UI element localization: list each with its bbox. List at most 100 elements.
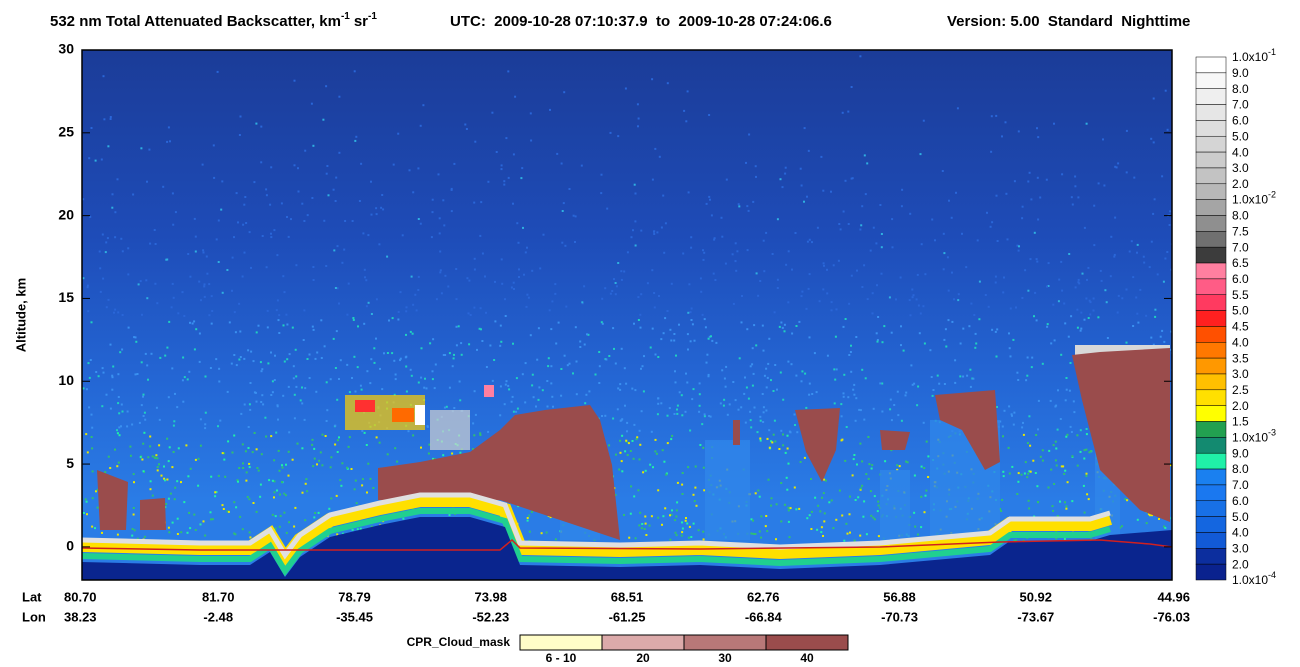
speckle xyxy=(703,415,706,418)
colorbar-cell xyxy=(1195,563,1227,581)
speckle xyxy=(293,393,296,396)
speckle xyxy=(194,529,197,531)
speckle xyxy=(226,269,229,271)
speckle xyxy=(990,150,993,153)
speckle xyxy=(653,292,656,294)
speckle xyxy=(1057,389,1059,392)
speckle xyxy=(111,193,114,196)
speckle xyxy=(897,414,900,417)
speckle xyxy=(765,515,768,517)
speckle xyxy=(166,478,169,481)
speckle xyxy=(909,212,912,215)
speckle xyxy=(116,465,119,468)
speckle xyxy=(411,507,414,510)
speckle xyxy=(244,450,247,453)
speckle xyxy=(640,293,643,296)
speckle xyxy=(195,328,198,331)
speckle xyxy=(701,313,704,316)
speckle xyxy=(634,192,637,195)
speckle xyxy=(855,336,858,338)
speckle xyxy=(172,223,175,226)
speckle xyxy=(1003,276,1005,279)
speckle xyxy=(670,339,673,342)
speckle xyxy=(166,140,169,143)
speckle xyxy=(141,458,144,461)
speckle xyxy=(1032,459,1035,462)
speckle xyxy=(103,118,106,121)
speckle xyxy=(771,253,774,255)
speckle xyxy=(693,500,696,503)
speckle xyxy=(670,282,673,285)
speckle xyxy=(351,528,354,531)
speckle xyxy=(504,298,506,301)
speckle xyxy=(944,328,947,331)
speckle xyxy=(217,474,220,477)
speckle xyxy=(465,128,468,130)
speckle xyxy=(551,300,554,303)
speckle xyxy=(265,188,268,191)
speckle xyxy=(1076,326,1079,329)
speckle xyxy=(572,214,575,217)
speckle xyxy=(787,520,790,523)
speckle xyxy=(140,361,143,364)
speckle xyxy=(199,523,202,526)
colorbar-label: 3.5 xyxy=(1232,351,1249,365)
speckle xyxy=(1003,409,1006,412)
speckle xyxy=(329,466,332,469)
speckle xyxy=(90,321,93,324)
speckle xyxy=(702,249,704,252)
speckle xyxy=(332,188,335,191)
speckle xyxy=(822,262,825,265)
speckle xyxy=(431,378,434,381)
speckle xyxy=(900,419,903,422)
speckle xyxy=(117,461,120,464)
speckle xyxy=(1128,250,1131,253)
lon-label: -35.45 xyxy=(336,609,373,624)
speckle xyxy=(816,226,819,229)
speckle xyxy=(1050,342,1053,345)
speckle xyxy=(276,405,279,408)
speckle xyxy=(88,376,91,379)
speckle xyxy=(118,434,121,437)
speckle xyxy=(249,536,252,539)
speckle xyxy=(293,417,296,420)
speckle xyxy=(183,501,186,504)
speckle xyxy=(1110,235,1113,238)
speckle xyxy=(586,333,588,336)
speckle xyxy=(202,249,205,252)
speckle xyxy=(628,536,631,539)
speckle xyxy=(890,331,893,334)
speckle xyxy=(382,208,385,211)
speckle xyxy=(1077,196,1080,199)
speckle xyxy=(1045,178,1048,181)
speckle xyxy=(402,517,405,520)
speckle xyxy=(180,481,182,484)
speckle xyxy=(681,483,684,486)
speckle xyxy=(687,536,690,539)
speckle xyxy=(984,294,987,296)
speckle xyxy=(1016,244,1019,247)
speckle xyxy=(598,365,601,368)
speckle xyxy=(193,513,196,516)
speckle xyxy=(101,405,104,408)
speckle xyxy=(265,435,268,438)
speckle xyxy=(763,374,766,377)
speckle xyxy=(86,284,89,287)
speckle xyxy=(301,402,304,405)
speckle xyxy=(624,450,627,453)
speckle xyxy=(1002,475,1005,478)
speckle xyxy=(641,523,644,525)
speckle xyxy=(732,302,735,305)
speckle xyxy=(662,332,665,335)
lat-label: 78.79 xyxy=(338,589,371,604)
speckle xyxy=(776,218,779,221)
speckle xyxy=(959,342,962,345)
speckle xyxy=(920,465,923,468)
speckle xyxy=(320,319,323,322)
speckle xyxy=(479,307,482,310)
speckle xyxy=(347,445,350,448)
speckle xyxy=(210,475,213,478)
colorbar-label: 8.0 xyxy=(1232,462,1249,476)
speckle xyxy=(999,420,1002,423)
speckle xyxy=(1017,130,1020,133)
